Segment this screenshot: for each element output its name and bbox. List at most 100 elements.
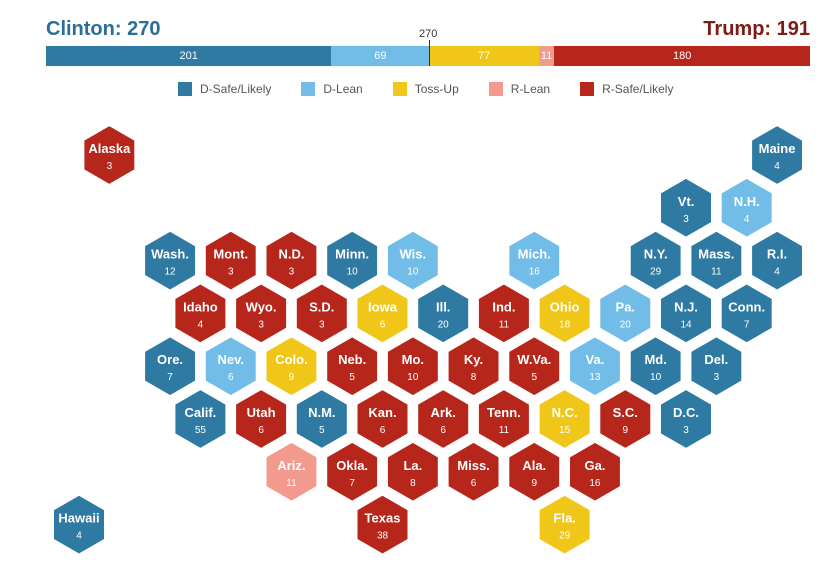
state-name: Ore. [157, 352, 183, 367]
hex-shape [173, 387, 228, 451]
state-hex-del[interactable]: Del. 3 [689, 335, 744, 398]
clinton-total: Clinton: 270 [46, 18, 161, 40]
state-name: Wyo. [246, 299, 277, 314]
state-electoral-votes: 4 [774, 267, 780, 278]
state-name: Ind. [492, 299, 515, 314]
state-electoral-votes: 3 [714, 372, 720, 383]
state-hex-ohio[interactable]: Ohio 18 [537, 282, 592, 345]
state-hex-nev[interactable]: Nev. 6 [203, 335, 258, 398]
state-hex-w-va[interactable]: W.Va. 5 [507, 335, 562, 398]
state-hex-ga[interactable]: Ga. 16 [568, 440, 622, 503]
state-hex-conn[interactable]: Conn. 7 [719, 282, 774, 345]
state-name: Wis. [400, 247, 427, 262]
bar-segment-r-safe: 180 [554, 46, 810, 66]
state-name: Maine [759, 141, 796, 156]
hex-shape [52, 493, 106, 556]
state-hex-n-m[interactable]: N.M. 5 [294, 387, 349, 451]
state-electoral-votes: 4 [774, 161, 780, 172]
state-hex-wis[interactable]: Wis. 10 [385, 229, 440, 292]
state-hex-maine[interactable]: Maine 4 [750, 123, 804, 187]
state-electoral-votes: 4 [76, 531, 82, 542]
state-name: Va. [586, 352, 605, 367]
state-hex-ill[interactable]: Ill. 20 [416, 282, 471, 345]
hex-shape [628, 229, 683, 292]
state-hex-fla[interactable]: Fla. 29 [537, 493, 592, 556]
state-hex-n-d[interactable]: N.D. 3 [264, 229, 319, 292]
state-hex-wash[interactable]: Wash. 12 [143, 229, 197, 292]
state-hex-colo[interactable]: Colo. 9 [264, 335, 319, 398]
state-hex-okla[interactable]: Okla. 7 [325, 440, 380, 503]
state-electoral-votes: 5 [531, 372, 537, 383]
state-name: Ohio [550, 299, 580, 314]
state-hex-hawaii[interactable]: Hawaii 4 [52, 493, 106, 556]
state-electoral-votes: 18 [559, 319, 571, 330]
trump-total: Trump: 191 [703, 18, 810, 40]
hex-shape [143, 335, 197, 398]
state-hex-n-j[interactable]: N.J. 14 [659, 282, 713, 345]
state-hex-vt[interactable]: Vt. 3 [659, 176, 713, 239]
state-name: Ga. [584, 458, 605, 473]
state-electoral-votes: 5 [349, 372, 355, 383]
state-hex-n-c[interactable]: N.C. 15 [537, 387, 592, 451]
state-electoral-votes: 3 [289, 267, 295, 278]
state-name: Tenn. [487, 405, 521, 420]
state-hex-n-h[interactable]: N.H. 4 [719, 176, 774, 239]
legend-item-r-safe: R-Safe/Likely [580, 82, 673, 96]
state-hex-tenn[interactable]: Tenn. 11 [476, 387, 531, 451]
state-electoral-votes: 16 [529, 267, 541, 278]
state-electoral-votes: 14 [680, 319, 692, 330]
state-hex-wyo[interactable]: Wyo. 3 [234, 282, 289, 345]
state-hex-utah[interactable]: Utah 6 [234, 387, 289, 451]
state-hex-pa[interactable]: Pa. 20 [598, 282, 653, 345]
state-hex-d-c[interactable]: D.C. 3 [659, 387, 713, 451]
state-electoral-votes: 55 [195, 425, 207, 436]
state-name: Pa. [616, 299, 636, 314]
state-hex-r-i[interactable]: R.I. 4 [750, 229, 804, 292]
state-hex-ala[interactable]: Ala. 9 [507, 440, 562, 503]
legend-label: D-Safe/Likely [200, 82, 272, 96]
state-name: N.M. [308, 405, 335, 420]
hex-shape [264, 335, 319, 398]
state-hex-texas[interactable]: Texas 38 [355, 493, 410, 556]
state-name: Vt. [678, 194, 695, 209]
state-hex-mo[interactable]: Mo. 10 [385, 335, 440, 398]
state-hex-ind[interactable]: Ind. 11 [476, 282, 531, 345]
state-hex-va[interactable]: Va. 13 [568, 335, 622, 398]
state-hex-kan[interactable]: Kan. 6 [355, 387, 410, 451]
state-electoral-votes: 20 [620, 319, 632, 330]
state-hex-calif[interactable]: Calif. 55 [173, 387, 228, 451]
state-hex-ark[interactable]: Ark. 6 [416, 387, 471, 451]
state-hex-md[interactable]: Md. 10 [628, 335, 683, 398]
state-hex-alaska[interactable]: Alaska 3 [82, 123, 137, 187]
state-hex-idaho[interactable]: Idaho 4 [173, 282, 228, 345]
state-hex-minn[interactable]: Minn. 10 [325, 229, 380, 292]
state-electoral-votes: 6 [228, 372, 234, 383]
state-electoral-votes: 3 [319, 319, 325, 330]
hex-shape [325, 440, 380, 503]
bar-segment-d-lean: 69 [331, 46, 430, 66]
hex-shape [628, 335, 683, 398]
state-hex-mich[interactable]: Mich. 16 [507, 229, 562, 292]
state-hex-ore[interactable]: Ore. 7 [143, 335, 197, 398]
state-hex-ariz[interactable]: Ariz. 11 [264, 440, 319, 503]
state-electoral-votes: 16 [589, 478, 601, 489]
state-name: N.J. [674, 299, 698, 314]
state-hex-s-d[interactable]: S.D. 3 [294, 282, 349, 345]
state-hex-la[interactable]: La. 8 [385, 440, 440, 503]
state-hex-neb[interactable]: Neb. 5 [325, 335, 380, 398]
state-hex-iowa[interactable]: Iowa 6 [355, 282, 410, 345]
legend-swatch [392, 82, 407, 96]
state-hex-miss[interactable]: Miss. 6 [446, 440, 501, 503]
hex-shape [507, 335, 562, 398]
state-hex-ky[interactable]: Ky. 8 [446, 335, 501, 398]
state-name: Mich. [518, 247, 551, 262]
hex-shape [507, 440, 562, 503]
state-hex-mont[interactable]: Mont. 3 [203, 229, 258, 292]
state-electoral-votes: 10 [407, 372, 419, 383]
electoral-vote-bar: 201 69 77 11 180 [46, 46, 810, 66]
state-hex-mass[interactable]: Mass. 11 [689, 229, 744, 292]
state-hex-s-c[interactable]: S.C. 9 [598, 387, 653, 451]
state-hex-n-y[interactable]: N.Y. 29 [628, 229, 683, 292]
hex-shape [416, 387, 471, 451]
state-name: Wash. [151, 247, 189, 262]
